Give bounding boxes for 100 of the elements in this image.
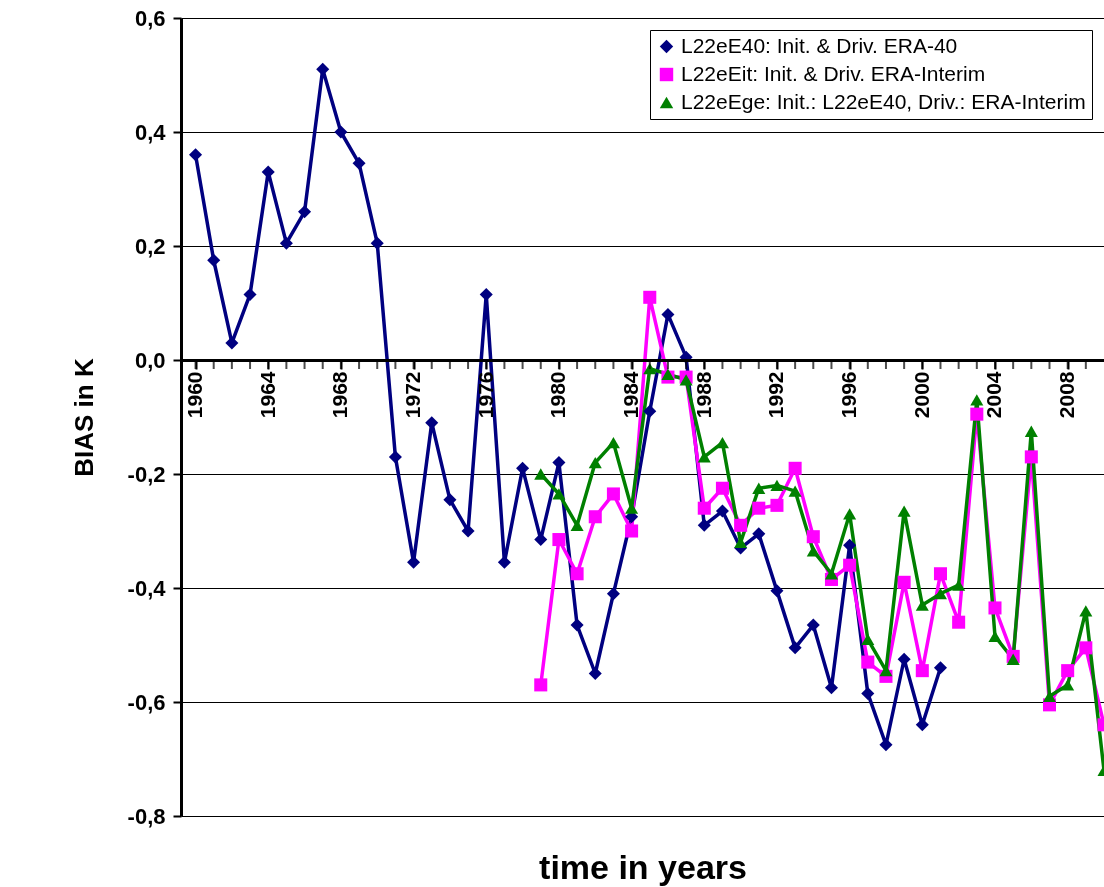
- point: [970, 394, 984, 406]
- point: [734, 518, 748, 532]
- point: [843, 508, 857, 520]
- point: [1079, 605, 1093, 617]
- point: [1024, 450, 1038, 464]
- point: [606, 487, 620, 501]
- point: [1061, 679, 1075, 691]
- point: [643, 290, 657, 304]
- point: [715, 504, 729, 518]
- x-tick-label: 1968: [328, 371, 352, 419]
- point: [770, 479, 784, 492]
- point: [534, 468, 548, 480]
- x-tick-label: 1980: [546, 371, 570, 419]
- point: [588, 510, 602, 524]
- x-tick-label: 1972: [401, 371, 425, 419]
- point: [788, 641, 802, 655]
- point: [824, 681, 838, 695]
- x-tick-label: 1984: [619, 371, 643, 419]
- point: [1061, 664, 1075, 678]
- point: [661, 307, 675, 321]
- point: [352, 156, 366, 170]
- point: [697, 518, 711, 532]
- y-tick-label: 0,4: [134, 119, 167, 145]
- point: [970, 407, 984, 421]
- point: [534, 533, 548, 547]
- point: [643, 404, 657, 418]
- point: [388, 450, 402, 464]
- point: [788, 485, 802, 497]
- point: [516, 461, 530, 475]
- point: [952, 579, 966, 591]
- y-tick-label: 0,0: [134, 347, 166, 373]
- point: [1079, 641, 1093, 655]
- point: [425, 416, 439, 430]
- point: [897, 652, 911, 666]
- point: [806, 618, 820, 632]
- point: [570, 618, 584, 632]
- point: [915, 599, 929, 611]
- x-tick-label: 1992: [764, 371, 788, 419]
- point: [279, 236, 293, 250]
- x-tick-label: 1976: [473, 371, 497, 419]
- point: [570, 567, 584, 581]
- y-tick-label: 0,6: [134, 5, 166, 31]
- x-axis-title: time in years: [539, 847, 747, 886]
- point: [770, 498, 784, 512]
- y-tick-label: 0,2: [134, 233, 166, 259]
- x-tick-label: 2008: [1055, 371, 1079, 419]
- point: [752, 482, 766, 494]
- point: [207, 253, 221, 267]
- point: [988, 601, 1002, 615]
- point: [861, 633, 875, 645]
- point: [679, 374, 693, 386]
- point: [661, 368, 675, 380]
- point: [243, 287, 257, 301]
- point: [497, 555, 511, 569]
- legend-label: L22eE40: Init. & Driv. ERA-40: [681, 33, 958, 57]
- point: [697, 451, 711, 463]
- y-tick-label: -0,8: [127, 803, 166, 829]
- point: [552, 488, 566, 500]
- x-tick-label: 1964: [255, 371, 279, 419]
- y-tick-label: -0,6: [127, 689, 166, 715]
- point: [915, 664, 929, 678]
- point: [189, 148, 203, 162]
- point: [588, 456, 602, 469]
- point: [479, 287, 493, 301]
- point: [225, 336, 239, 350]
- point: [861, 655, 875, 669]
- point: [625, 524, 639, 538]
- point: [824, 568, 838, 580]
- point: [897, 575, 911, 589]
- point: [461, 524, 475, 538]
- point: [752, 527, 766, 541]
- x-tick-label: 1988: [691, 371, 715, 419]
- point: [806, 530, 820, 544]
- point: [606, 587, 620, 601]
- legend-label: L22eEit: Init. & Driv. ERA-Interim: [681, 61, 986, 85]
- x-tick-label: 1996: [837, 371, 861, 419]
- point: [570, 519, 584, 531]
- legend-label: L22eEge: Init.: L22eE40, Driv.: ERA-Interim: [681, 89, 1086, 113]
- point: [752, 501, 766, 515]
- y-axis-title: BIAS in K: [68, 358, 99, 477]
- point: [443, 493, 457, 507]
- point: [915, 718, 929, 732]
- y-tick-label: -0,2: [127, 461, 166, 487]
- y-tick-label: -0,4: [127, 575, 167, 601]
- point: [988, 630, 1002, 643]
- point: [933, 588, 947, 600]
- point: [334, 125, 348, 139]
- point: [806, 545, 820, 557]
- x-tick-label: 2000: [909, 371, 933, 419]
- point: [933, 567, 947, 581]
- point: [370, 236, 384, 250]
- point: [715, 437, 729, 449]
- point: [552, 533, 566, 547]
- x-tick-label: 2004: [982, 371, 1006, 419]
- point: [697, 501, 711, 515]
- point: [298, 205, 312, 219]
- point: [1024, 425, 1038, 437]
- point: [843, 558, 857, 572]
- point: [843, 538, 857, 552]
- point: [606, 437, 620, 449]
